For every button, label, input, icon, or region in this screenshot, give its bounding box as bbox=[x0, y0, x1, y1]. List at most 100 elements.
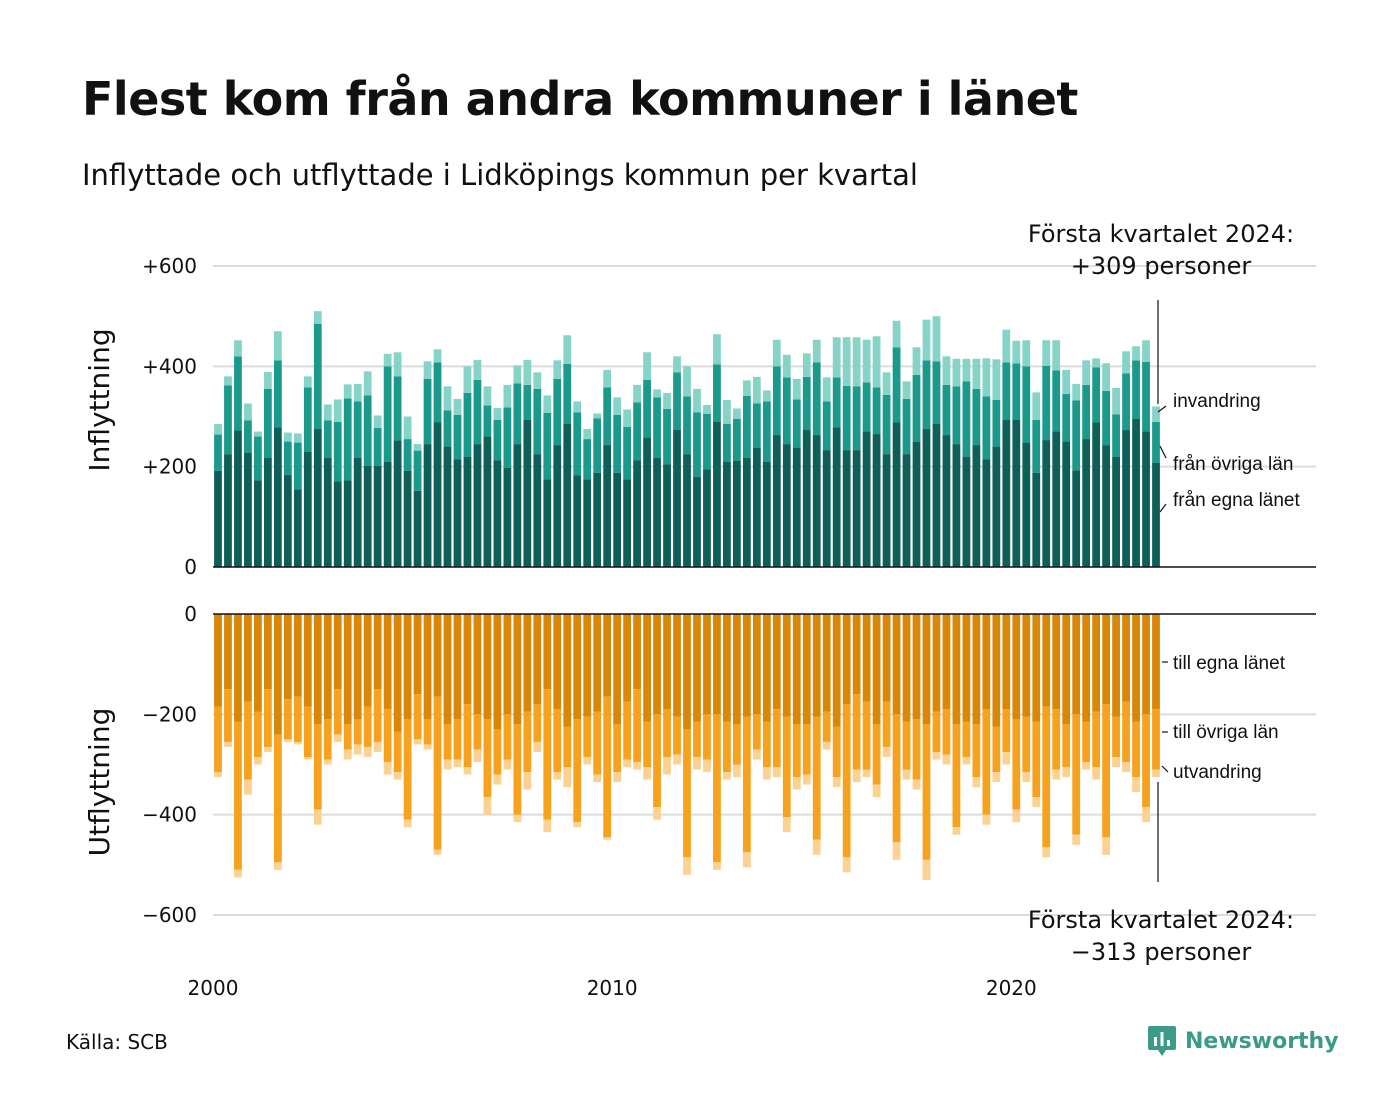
bar-from-own-county bbox=[742, 457, 751, 567]
bar-emigration bbox=[633, 761, 641, 770]
bar-emigration bbox=[283, 739, 292, 742]
bar-from-other-counties bbox=[663, 408, 671, 465]
legend-inflow: invandring från övriga län från egna län… bbox=[1157, 391, 1300, 513]
bar-immigration bbox=[254, 431, 262, 437]
bar-from-own-county bbox=[972, 445, 981, 567]
bar-from-other-counties bbox=[333, 422, 342, 482]
bar-to-own-county bbox=[483, 614, 492, 720]
bar-to-other-counties bbox=[553, 709, 562, 773]
bar-immigration bbox=[782, 354, 791, 378]
bar-emigration bbox=[862, 769, 871, 778]
bar-immigration bbox=[214, 424, 222, 435]
chart-title: Flest kom från andra kommuner i länet bbox=[82, 72, 1078, 126]
bar-immigration bbox=[1022, 340, 1031, 367]
bar-to-other-counties bbox=[363, 706, 372, 747]
bar-to-other-counties bbox=[643, 721, 651, 768]
bar-to-other-counties bbox=[393, 731, 402, 773]
bar-immigration bbox=[912, 347, 921, 375]
bar-to-own-county bbox=[683, 614, 691, 730]
bar-from-own-county bbox=[962, 456, 971, 567]
bar-to-other-counties bbox=[673, 716, 681, 755]
bar-from-own-county bbox=[353, 457, 362, 567]
bar-from-other-counties bbox=[892, 347, 901, 423]
bar-from-own-county bbox=[772, 435, 781, 567]
bar-to-other-counties bbox=[932, 711, 941, 752]
bar-immigration bbox=[663, 392, 671, 409]
y-label-inflow: Inflyttning bbox=[83, 328, 116, 471]
bar-from-other-counties bbox=[673, 372, 681, 431]
bar-to-own-county bbox=[832, 614, 841, 727]
bar-from-own-county bbox=[583, 479, 592, 567]
bar-to-own-county bbox=[723, 614, 731, 722]
bar-to-other-counties bbox=[1122, 701, 1130, 762]
bar-emigration bbox=[214, 772, 222, 778]
bar-from-own-county bbox=[1052, 431, 1061, 567]
legend-fran-ovriga-lan: från övriga län bbox=[1173, 454, 1293, 475]
bar-from-own-county bbox=[892, 422, 901, 567]
bar-emigration bbox=[1092, 767, 1101, 780]
x-tick-label: 2000 bbox=[188, 976, 239, 1000]
bar-to-own-county bbox=[762, 614, 771, 722]
bar-from-own-county bbox=[224, 454, 232, 568]
bar-immigration bbox=[493, 407, 502, 421]
bar-immigration bbox=[653, 389, 661, 398]
bar-to-other-counties bbox=[1132, 721, 1140, 778]
bar-from-other-counties bbox=[523, 384, 532, 421]
bar-from-other-counties bbox=[453, 415, 462, 460]
bar-to-other-counties bbox=[323, 719, 332, 760]
bar-to-other-counties bbox=[383, 709, 392, 762]
y-tick-label-top: 0 bbox=[184, 555, 197, 579]
bar-to-other-counties bbox=[353, 719, 362, 745]
bar-from-other-counties bbox=[1142, 361, 1150, 432]
bar-to-own-county bbox=[443, 614, 452, 725]
legend-leader-utvandring bbox=[1161, 765, 1169, 773]
bar-from-own-county bbox=[513, 444, 522, 567]
bar-to-own-county bbox=[792, 614, 801, 725]
bar-immigration bbox=[333, 399, 342, 423]
bar-to-own-county bbox=[214, 614, 222, 707]
bar-to-own-county bbox=[932, 614, 941, 712]
bar-immigration bbox=[483, 386, 492, 406]
brand-name: Newsworthy bbox=[1185, 1028, 1339, 1054]
bar-from-other-counties bbox=[583, 439, 592, 480]
bar-to-other-counties bbox=[772, 709, 781, 768]
bar-emigration bbox=[942, 754, 951, 765]
bar-to-own-county bbox=[463, 614, 472, 705]
bar-immigration bbox=[1012, 340, 1021, 364]
bar-immigration bbox=[473, 359, 482, 380]
bar-from-other-counties bbox=[653, 397, 661, 458]
bar-to-own-county bbox=[862, 614, 871, 702]
bar-to-own-county bbox=[453, 614, 462, 720]
bar-immigration bbox=[613, 397, 622, 415]
bar-to-own-county bbox=[523, 614, 532, 712]
bar-emigration bbox=[513, 814, 522, 823]
y-tick-label-bottom: −600 bbox=[142, 903, 197, 927]
bar-from-other-counties bbox=[693, 412, 701, 477]
bar-immigration bbox=[982, 358, 991, 397]
bar-from-own-county bbox=[1012, 420, 1021, 567]
bar-emigration bbox=[802, 774, 811, 785]
bar-emigration bbox=[952, 827, 961, 835]
bar-to-own-county bbox=[473, 614, 482, 715]
bar-to-own-county bbox=[842, 614, 851, 705]
bar-from-own-county bbox=[733, 460, 741, 567]
bar-from-other-counties bbox=[433, 362, 442, 423]
bar-from-own-county bbox=[323, 457, 332, 567]
bar-to-other-counties bbox=[583, 716, 592, 757]
bar-immigration bbox=[862, 339, 871, 383]
bar-to-own-county bbox=[1052, 614, 1061, 710]
bar-from-other-counties bbox=[992, 399, 1001, 447]
source-note: Källa: SCB bbox=[66, 1030, 168, 1054]
bar-to-other-counties bbox=[1052, 709, 1061, 770]
bar-emigration bbox=[623, 759, 632, 768]
bar-from-own-county bbox=[673, 430, 681, 567]
bar-emigration bbox=[922, 859, 931, 880]
bar-emigration bbox=[683, 857, 691, 875]
bar-immigration bbox=[1062, 369, 1071, 394]
bar-from-own-county bbox=[413, 490, 422, 567]
bar-to-other-counties bbox=[523, 711, 532, 773]
bar-to-other-counties bbox=[443, 724, 452, 760]
bar-to-own-county bbox=[713, 614, 721, 715]
bar-to-other-counties bbox=[593, 711, 602, 775]
bar-from-other-counties bbox=[343, 398, 352, 481]
